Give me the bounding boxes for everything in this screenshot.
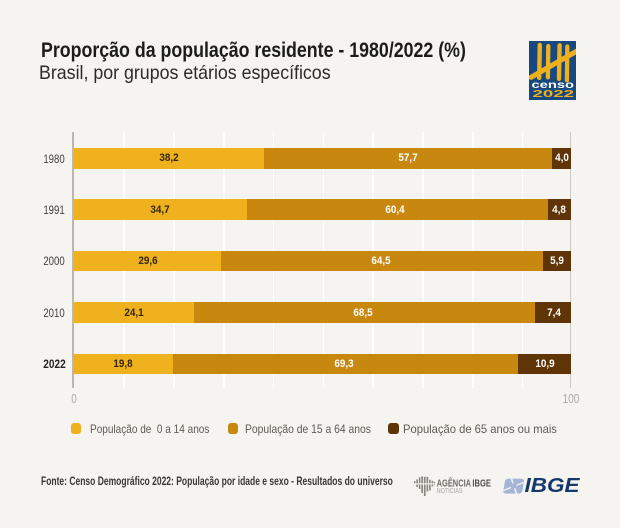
svg-text:IBGE: IBGE (472, 478, 491, 489)
svg-text:NOTÍCIAS: NOTÍCIAS (437, 486, 463, 495)
svg-text:IBGE: IBGE (525, 477, 581, 495)
svg-text:AGÊNCIA: AGÊNCIA (437, 476, 472, 489)
svg-text:censo: censo (532, 79, 575, 91)
svg-text:2022: 2022 (533, 88, 575, 100)
